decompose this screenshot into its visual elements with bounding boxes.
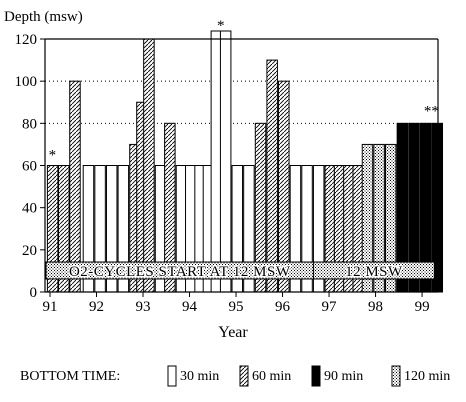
x-tick-label: 92	[89, 299, 104, 315]
legend-entry-label: 90 min	[324, 369, 363, 384]
x-tick-label: 94	[182, 299, 198, 315]
bar	[278, 80, 290, 293]
band-box	[312, 261, 435, 280]
legend-entry-label: 30 min	[180, 369, 219, 384]
bar	[69, 80, 81, 293]
y-tick-label: 60	[22, 159, 37, 175]
y-axis-label: Depth (msw)	[4, 9, 83, 25]
band-label: O2-CYCLES START AT 12 MSW	[69, 264, 291, 280]
annotations-layer: ****	[49, 18, 439, 164]
x-tick-label: 98	[368, 299, 383, 315]
bar	[266, 59, 278, 293]
band-label: 12 MSW	[345, 264, 403, 280]
annotation: *	[49, 148, 57, 164]
x-tick-label: 99	[415, 299, 430, 315]
y-tick-label: 80	[22, 116, 37, 132]
bar	[143, 38, 155, 293]
x-tick-label: 97	[322, 299, 338, 315]
legend-swatch	[239, 365, 249, 387]
legend-title: BOTTOM TIME:	[20, 369, 120, 384]
x-tick-label: 96	[275, 299, 291, 315]
axes-layer: 0 20 40 60 80 100 120 91 92 93 94 95 96 97 98 99	[15, 32, 439, 315]
x-tick-label: 93	[136, 299, 151, 315]
legend-swatch	[391, 365, 401, 387]
annotation: *	[217, 18, 225, 34]
annotation: **	[424, 103, 439, 119]
grid-lines	[45, 38, 438, 124]
y-tick-label: 0	[30, 285, 38, 301]
legend-entry-label: 120 min	[404, 369, 450, 384]
y-tick-label: 20	[22, 243, 37, 259]
x-tick-label: 91	[43, 299, 58, 315]
x-tick-label: 95	[229, 299, 244, 315]
y-tick-label: 100	[15, 74, 38, 90]
y-tick-label: 40	[22, 201, 37, 217]
bars-layer	[46, 30, 444, 293]
legend-swatch	[167, 365, 177, 387]
legend: BOTTOM TIME: 30 min 60 min 90 min 120 min	[20, 365, 450, 387]
legend-entry-label: 60 min	[252, 369, 291, 384]
y-tick-label: 120	[15, 32, 38, 48]
bar	[219, 30, 232, 293]
band-labels: O2-CYCLES START AT 12 MSW 12 MSW	[45, 261, 435, 281]
x-axis-label: Year	[218, 324, 248, 341]
legend-swatch	[311, 365, 321, 387]
